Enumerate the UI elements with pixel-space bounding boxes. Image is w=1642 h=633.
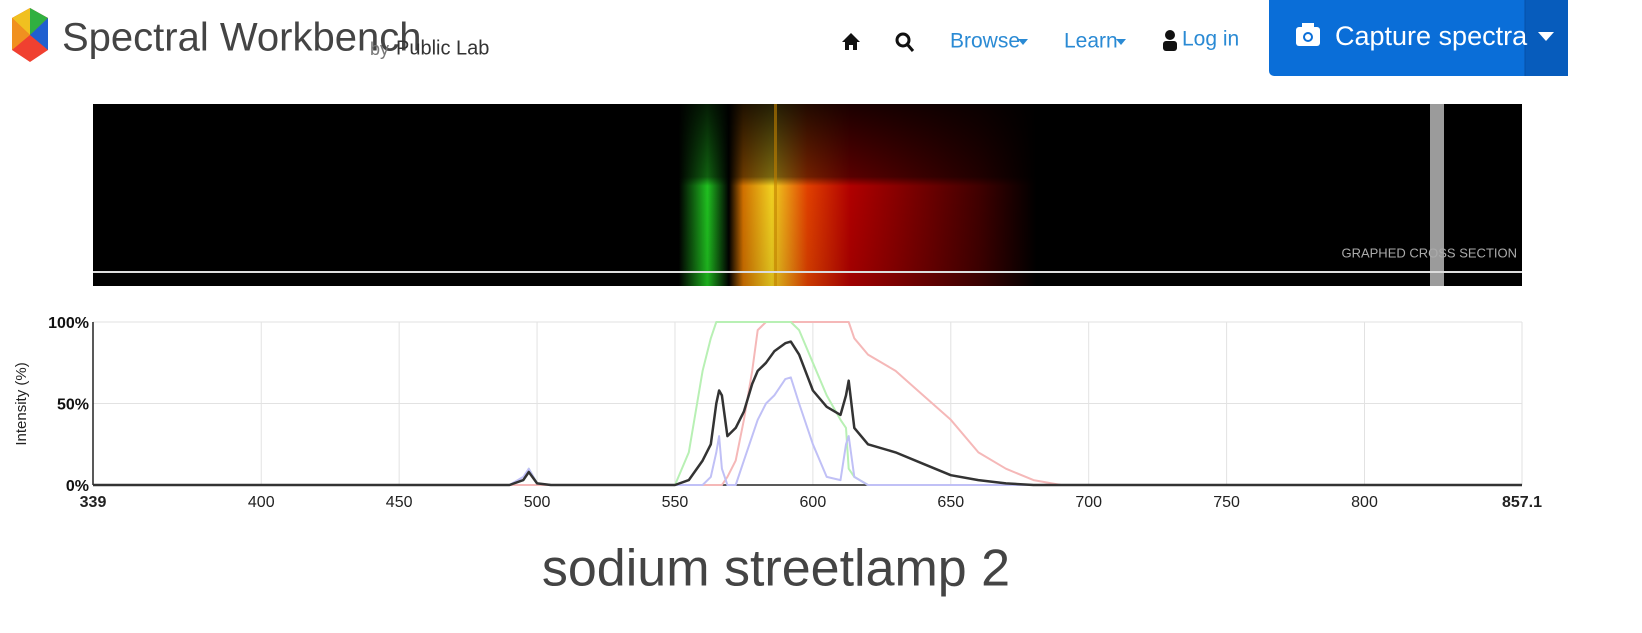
y-axis-label: Intensity (%) bbox=[13, 362, 30, 445]
page: Spectral Workbench by Public Lab Browse … bbox=[0, 0, 1642, 633]
logo[interactable] bbox=[12, 8, 48, 62]
chart: 339 400 450 500 550 600 650 700 750 800 857.1 0% 50%… bbox=[48, 315, 1542, 511]
user-icon[interactable] bbox=[1163, 30, 1177, 51]
spectrum-image bbox=[93, 104, 1522, 286]
x-tick-label: 450 bbox=[386, 494, 413, 511]
byline: by bbox=[370, 39, 389, 59]
spectrum-line bbox=[93, 377, 1522, 485]
capture-label[interactable]: Capture spectra bbox=[1335, 21, 1528, 51]
x-tick-label: 339 bbox=[80, 494, 107, 511]
x-tick-label: 650 bbox=[937, 494, 964, 511]
x-tick-label: 550 bbox=[662, 494, 689, 511]
home-icon[interactable] bbox=[842, 33, 860, 50]
brand[interactable]: Spectral Workbench bbox=[62, 16, 421, 60]
x-tick-label: 750 bbox=[1213, 494, 1240, 511]
x-tick-label: 800 bbox=[1351, 494, 1378, 511]
screen: Spectral Workbench by Public Lab Browse … bbox=[0, 0, 1642, 633]
search-icon[interactable] bbox=[897, 34, 913, 51]
y-tick-label: 0% bbox=[66, 478, 89, 495]
y-tick-label: 100% bbox=[48, 315, 89, 332]
org[interactable]: Public Lab bbox=[396, 37, 489, 59]
cross-section-label: GRAPHED CROSS SECTION bbox=[1341, 245, 1517, 260]
nav-browse[interactable]: Browse bbox=[950, 30, 1020, 53]
y-tick-label: 50% bbox=[57, 397, 89, 414]
x-tick-label: 700 bbox=[1075, 494, 1102, 511]
x-tick-label: 600 bbox=[800, 494, 827, 511]
x-tick-label: 400 bbox=[248, 494, 275, 511]
x-tick-label: 500 bbox=[524, 494, 551, 511]
x-tick-label: 857.1 bbox=[1502, 494, 1542, 511]
spectrum-title: sodium streetlamp 2 bbox=[542, 540, 1010, 598]
nav-login[interactable]: Log in bbox=[1182, 28, 1239, 51]
nav-learn[interactable]: Learn bbox=[1064, 30, 1118, 53]
spectrum-line bbox=[93, 342, 1522, 485]
